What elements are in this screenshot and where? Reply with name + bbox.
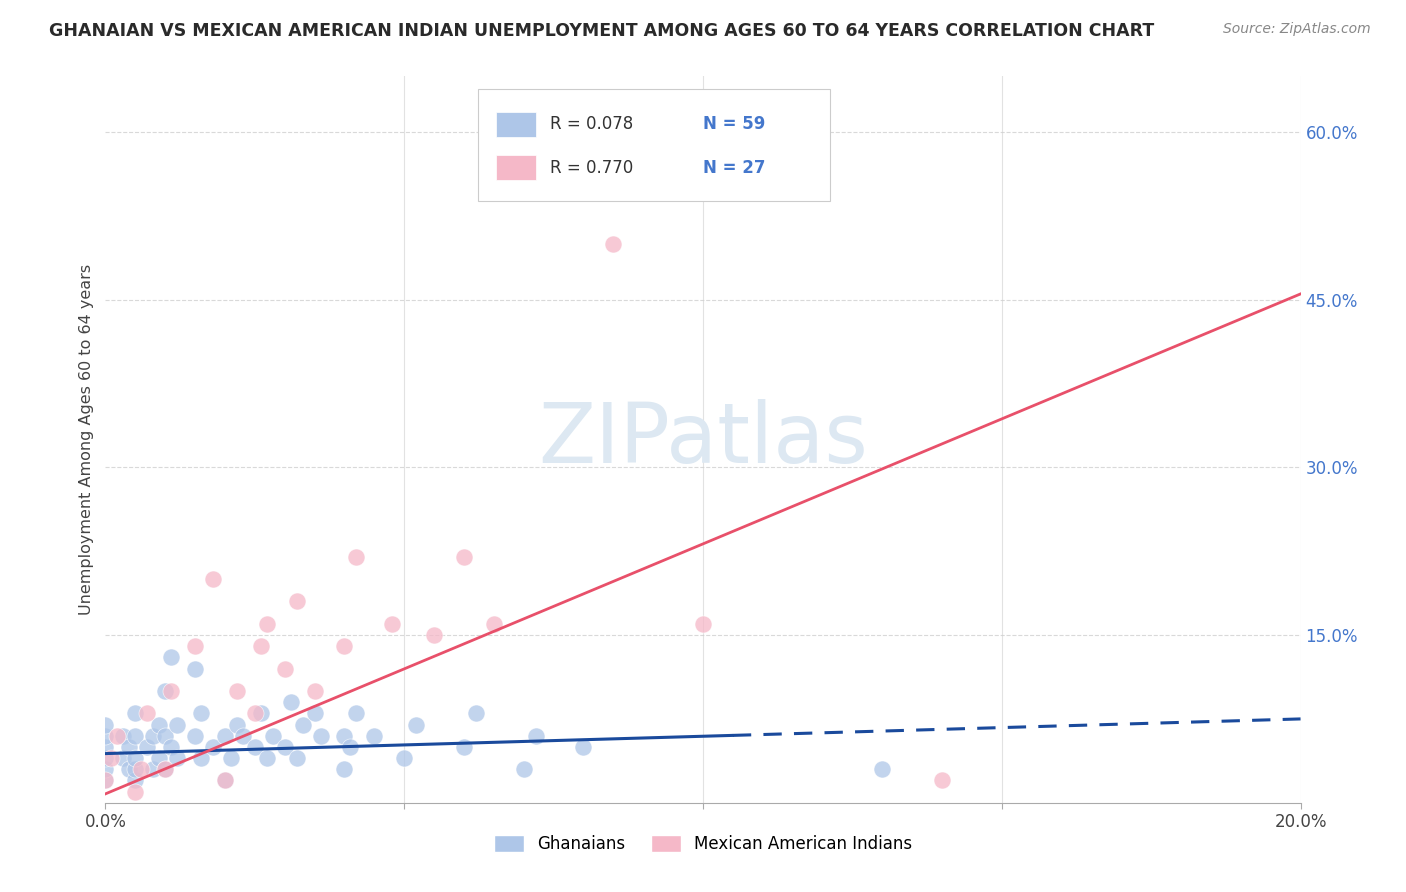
Text: R = 0.770: R = 0.770	[550, 159, 633, 177]
Point	[184, 639, 207, 653]
Point	[243, 739, 266, 754]
Point	[124, 751, 146, 765]
Point	[129, 762, 153, 776]
Point	[160, 739, 183, 754]
Point	[142, 729, 165, 743]
Point	[333, 639, 356, 653]
Point	[112, 729, 135, 743]
Point	[155, 762, 177, 776]
Point	[94, 717, 117, 731]
Point	[214, 773, 236, 788]
Point	[155, 762, 177, 776]
Point	[513, 762, 536, 776]
Point	[453, 739, 475, 754]
Point	[124, 729, 146, 743]
Point	[339, 739, 361, 754]
Text: N = 59: N = 59	[703, 115, 765, 134]
Text: R = 0.078: R = 0.078	[550, 115, 633, 134]
Point	[124, 784, 146, 798]
Point	[160, 650, 183, 665]
Point	[118, 739, 141, 754]
Point	[250, 706, 273, 721]
Point	[256, 751, 278, 765]
Point	[304, 706, 326, 721]
Point	[273, 662, 295, 676]
Point	[931, 773, 953, 788]
Point	[872, 762, 894, 776]
Point	[482, 616, 505, 631]
Text: N = 27: N = 27	[703, 159, 765, 177]
Point	[453, 549, 475, 564]
Point	[124, 706, 146, 721]
Point	[232, 729, 254, 743]
Point	[136, 706, 159, 721]
Point	[304, 684, 326, 698]
Point	[94, 762, 117, 776]
Point	[405, 717, 427, 731]
Point	[250, 639, 273, 653]
Point	[243, 706, 266, 721]
Point	[94, 729, 117, 743]
Point	[94, 773, 117, 788]
Point	[118, 762, 141, 776]
Point	[602, 236, 624, 251]
Point	[692, 616, 714, 631]
Point	[112, 751, 135, 765]
Point	[309, 729, 332, 743]
Point	[381, 616, 404, 631]
Point	[94, 773, 117, 788]
Point	[572, 739, 595, 754]
Point	[190, 706, 212, 721]
Point	[394, 751, 416, 765]
Point	[423, 628, 446, 642]
Point	[262, 729, 284, 743]
Point	[256, 616, 278, 631]
Point	[219, 751, 242, 765]
Point	[225, 684, 249, 698]
Point	[148, 751, 170, 765]
Point	[464, 706, 488, 721]
Legend: Ghanaians, Mexican American Indians: Ghanaians, Mexican American Indians	[488, 829, 918, 860]
Point	[202, 739, 225, 754]
Point	[124, 773, 146, 788]
Y-axis label: Unemployment Among Ages 60 to 64 years: Unemployment Among Ages 60 to 64 years	[79, 264, 94, 615]
Point	[94, 751, 117, 765]
Point	[363, 729, 385, 743]
Point	[285, 751, 308, 765]
Point	[333, 729, 356, 743]
Point	[346, 549, 368, 564]
Point	[136, 739, 159, 754]
Text: ZIPatlas: ZIPatlas	[538, 399, 868, 480]
Point	[524, 729, 547, 743]
Point	[285, 594, 308, 608]
Point	[148, 717, 170, 731]
Point	[214, 773, 236, 788]
Point	[214, 729, 236, 743]
Point	[142, 762, 165, 776]
Point	[107, 729, 129, 743]
Point	[124, 762, 146, 776]
Point	[291, 717, 314, 731]
Point	[184, 729, 207, 743]
Text: GHANAIAN VS MEXICAN AMERICAN INDIAN UNEMPLOYMENT AMONG AGES 60 TO 64 YEARS CORRE: GHANAIAN VS MEXICAN AMERICAN INDIAN UNEM…	[49, 22, 1154, 40]
Point	[155, 729, 177, 743]
Point	[202, 572, 225, 586]
Point	[155, 684, 177, 698]
Point	[333, 762, 356, 776]
Point	[166, 717, 188, 731]
Point	[184, 662, 207, 676]
Text: Source: ZipAtlas.com: Source: ZipAtlas.com	[1223, 22, 1371, 37]
Point	[166, 751, 188, 765]
Point	[346, 706, 368, 721]
Point	[280, 695, 302, 709]
Point	[273, 739, 295, 754]
Point	[160, 684, 183, 698]
Point	[100, 751, 122, 765]
Point	[225, 717, 249, 731]
Point	[94, 739, 117, 754]
Point	[190, 751, 212, 765]
